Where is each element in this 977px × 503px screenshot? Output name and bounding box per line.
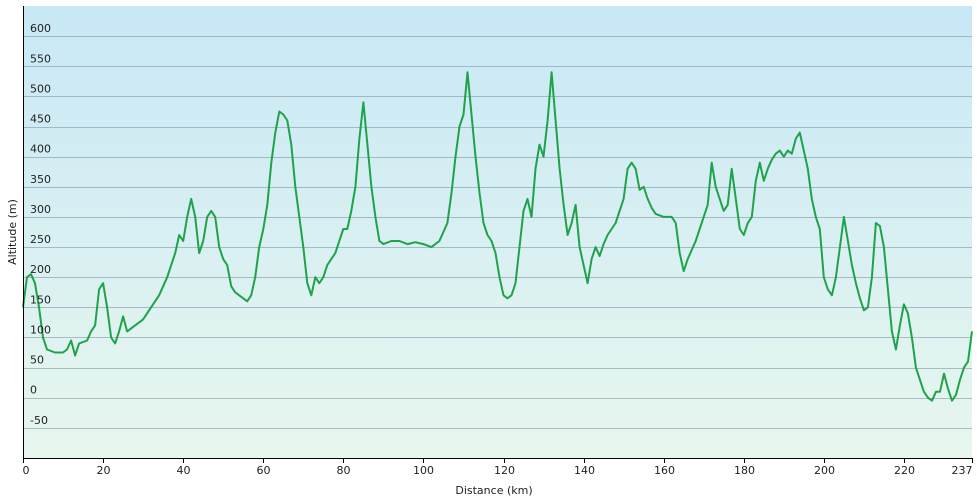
x-tick-label: 120 [494, 464, 515, 477]
y-tick-label: 150 [30, 293, 51, 306]
series-layer [22, 71, 973, 402]
y-tick-label: 200 [30, 263, 51, 276]
x-axis-title: Distance (km) [455, 484, 532, 497]
y-tick-label: 300 [30, 203, 51, 216]
y-tick-label: 0 [30, 384, 37, 397]
y-tick-label: 50 [30, 354, 44, 367]
x-tick-label: 40 [177, 464, 191, 477]
y-tick-label: 250 [30, 233, 51, 246]
x-tick-label: 20 [97, 464, 111, 477]
y-tick-label: -50 [30, 414, 48, 427]
y-tick-label: 450 [30, 113, 51, 126]
x-tick-label: 0 [23, 464, 30, 477]
x-tick-label: 80 [337, 464, 351, 477]
plot-background [23, 6, 972, 458]
y-axis-title: Altitude (m) [6, 199, 19, 265]
axes [23, 6, 972, 459]
y-tick-label: 600 [30, 22, 51, 35]
x-tick-label: 60 [257, 464, 271, 477]
y-tick-label: 500 [30, 82, 51, 95]
y-tick-label: 400 [30, 143, 51, 156]
x-tick-label: 140 [574, 464, 595, 477]
y-tick-label: 100 [30, 323, 51, 336]
x-tick-label: 180 [734, 464, 755, 477]
y-tick-label: 350 [30, 173, 51, 186]
x-tick-label: 160 [654, 464, 675, 477]
altitude-series-line [22, 71, 973, 402]
x-tick-label: 237 [952, 464, 973, 477]
x-tick-label: 220 [894, 464, 915, 477]
x-tick-labels: 0 20 40 60 80 100 120 140 160 180 200 220 237 [23, 458, 973, 477]
x-tick-label: 200 [814, 464, 835, 477]
y-tick-labels: -50 0 50 100 150 200 250 300 350 400 450 500 550 600 [30, 22, 51, 427]
gridlines [23, 36, 972, 429]
y-tick-label: 550 [30, 52, 51, 65]
x-tick-label: 100 [413, 464, 434, 477]
